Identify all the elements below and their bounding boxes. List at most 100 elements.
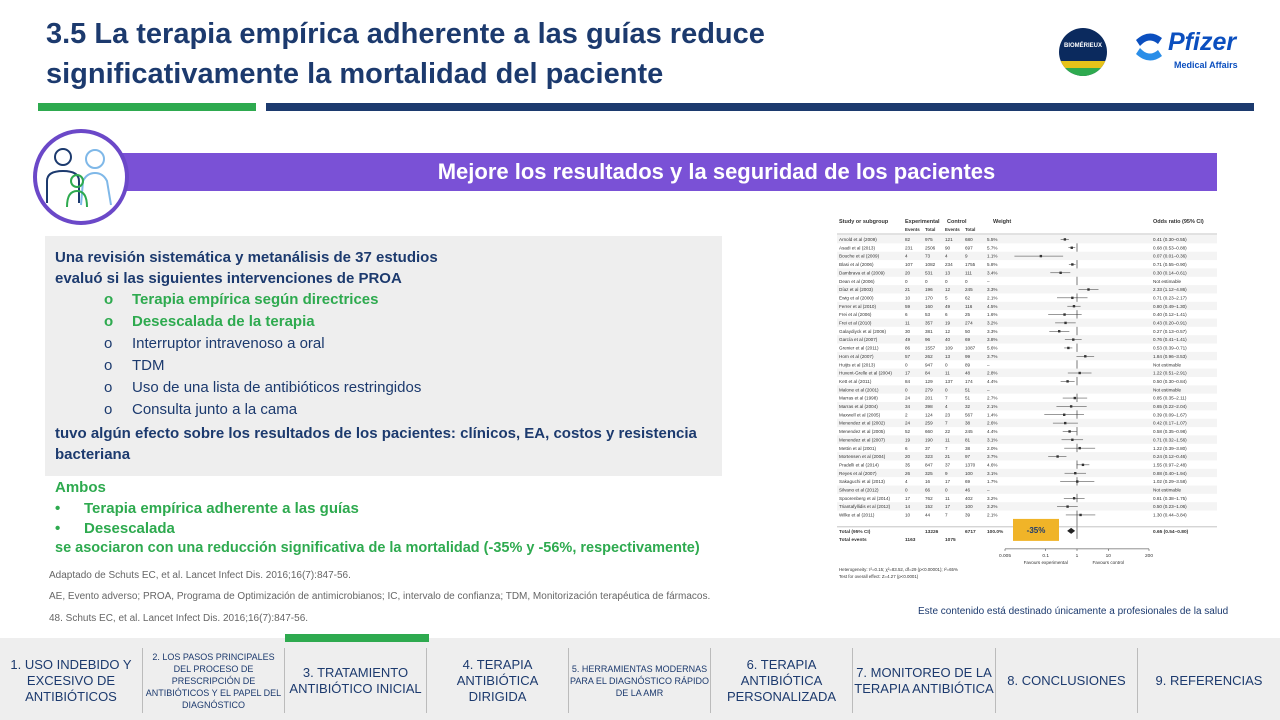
forest-row-ctl-events: 0 [945,362,948,367]
forest-total-weight: 100.0% [987,529,1004,535]
active-tab-indicator [285,634,429,642]
forest-row-exp-total: 201 [925,396,933,401]
forest-row-weight: 2.8% [987,371,997,376]
forest-row-ctl-total: 245 [965,287,973,292]
forest-row-exp-total: 847 [925,462,933,467]
forest-row-study: Frei et al (2010) [839,321,872,326]
forest-row-weight: 2.6% [987,421,997,426]
both-item-2-marker: • [55,520,61,537]
forest-row-exp-events: 17 [905,371,911,376]
forest-point [1070,246,1073,249]
biomerieux-logo: BIOMÉRIEUX [1059,28,1107,76]
forest-row-ctl-total: 46 [965,488,971,493]
forest-point [1067,346,1070,350]
forest-row-exp-total: 160 [925,304,933,309]
forest-row-exp-events: 82 [905,237,911,242]
footer-tab-5[interactable]: 5. HERRAMIENTAS MODERNAS PARA EL DIAGNÓS… [569,648,711,713]
forest-point [1039,254,1043,258]
forest-row-weight: 5.8% [987,262,997,267]
forest-row-bg [837,335,1217,344]
forest-row-weight: – [987,387,990,392]
pfizer-logo: Pfizer Medical Affairs [1132,28,1262,74]
forest-total-ctl: 6717 [965,529,976,535]
professional-note: Este contenido está destinado únicamente… [918,606,1229,617]
forest-row-or: 0.85 (0.35–2.11) [1153,396,1187,401]
forest-row-exp-total: 152 [925,504,933,509]
forest-total-events-ctl: 1075 [945,537,956,543]
forest-row-ctl-total: 51 [965,387,971,392]
forest-row-exp-events: 4 [905,479,908,484]
forest-row-weight: 4.4% [987,379,997,384]
forest-row-weight: 2.1% [987,295,997,300]
forest-row-ctl-events: 90 [945,245,951,250]
forest-row-bg [837,235,1217,244]
footer-tab-8[interactable]: 8. CONCLUSIONES [996,648,1138,713]
forest-row-weight: 1.7% [987,479,997,484]
forest-row-exp-events: 11 [905,321,910,326]
forest-summary-diamond [1067,527,1076,534]
forest-row-ctl-total: 69 [965,479,971,484]
forest-row-ctl-total: 89 [965,362,971,367]
forest-row-or: 1.22 (0.51–2.91) [1153,371,1187,376]
forest-row-exp-events: 24 [905,421,911,426]
forest-row-weight: 3.3% [987,287,997,292]
forest-row-or: 0.88 (0.40–1.94) [1153,471,1187,476]
footer-nav [0,638,1280,720]
forest-row-ctl-events: 12 [945,329,951,334]
forest-row-weight: – [987,279,990,284]
forest-total-label: Total (95% CI) [839,529,871,535]
forest-row-weight: 2.7% [987,396,997,401]
forest-row-exp-events: 59 [905,304,911,309]
forest-point [1074,472,1077,475]
forest-row-exp-events: 21 [905,287,911,292]
forest-row-study: Blasi et al (2006) [839,262,874,267]
forest-row-ctl-events: 0 [945,279,948,284]
footer-tab-1[interactable]: 1. USO INDEBIDO Y EXCESIVO DE ANTIBIÓTIC… [0,648,143,713]
footer-tab-9[interactable]: 9. REFERENCIAS [1155,672,1263,688]
forest-row-ctl-total: 50 [965,329,971,334]
forest-row-exp-events: 52 [905,429,911,434]
forest-row-study: Sakaguchi et al (2013) [839,479,885,484]
forest-point [1063,238,1067,241]
footer-tab-2[interactable]: 2. LOS PASOS PRINCIPALES DEL PROCESO DE … [143,648,285,713]
forest-row-ctl-total: 1755 [965,262,976,267]
forest-row-ctl-total: 100 [965,504,973,509]
forest-row-weight: 4.4% [987,429,997,434]
footer-tab-3[interactable]: 3. TRATAMIENTO ANTIBIÓTICO INICIAL [285,648,427,713]
forest-row-ctl-total: 1370 [965,462,976,467]
forest-row-exp-events: 84 [905,379,911,384]
forest-point [1058,330,1061,333]
forest-total-or: 0.65 (0.54–0.80) [1153,529,1189,535]
forest-row-ctl-events: 4 [945,254,948,259]
forest-row-exp-total: 53 [925,312,931,317]
forest-row-ctl-events: 21 [945,454,951,459]
forest-row-ctl-total: 39 [965,513,971,518]
forest-row-weight: 1.6% [987,312,997,317]
forest-row-ctl-events: 7 [945,513,948,518]
forest-point [1073,396,1076,400]
forest-row-bg [837,502,1217,511]
intervention-item: Terapia empírica según directrices [132,291,379,308]
forest-row-exp-total: 66 [925,488,931,493]
forest-row-study: Spoorenberg et al (2014) [839,496,891,501]
forest-row-ctl-events: 22 [945,429,951,434]
forest-row-exp-total: 16 [925,479,931,484]
forest-row-exp-events: 86 [905,346,911,351]
forest-row-bg [837,418,1217,428]
forest-row-study: Pradelli et al (2014) [839,462,879,467]
forest-row-study: Marras et al (2004) [839,404,878,409]
forest-row-ctl-events: 9 [945,471,948,476]
footer-tab-6[interactable]: 6. TERAPIA ANTIBIÓTICA PERSONALIZADA [711,648,853,713]
forest-row-weight: 3.3% [987,329,997,334]
footer-tab-7[interactable]: 7. MONITOREO DE LA TERAPIA ANTIBIÓTICA [853,648,996,713]
forest-row-weight: 3.1% [987,437,997,442]
forest-row-exp-events: 6 [905,312,908,317]
forest-point [1064,321,1067,325]
forest-point [1081,463,1085,467]
forest-x-tick-label: 0.005 [999,553,1011,559]
forest-row-exp-total: 129 [925,379,933,384]
footer-tab-4[interactable]: 4. TERAPIA ANTIBIÓTICA DIRIGIDA [427,648,569,713]
biomerieux-logo-text: BIOMÉRIEUX [1063,43,1102,49]
forest-row-study: Dean et al (2006) [839,279,875,284]
forest-header-exp: Experimental [905,219,940,225]
